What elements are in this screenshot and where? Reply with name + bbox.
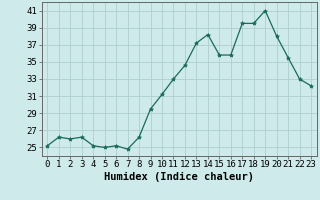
X-axis label: Humidex (Indice chaleur): Humidex (Indice chaleur) — [104, 172, 254, 182]
